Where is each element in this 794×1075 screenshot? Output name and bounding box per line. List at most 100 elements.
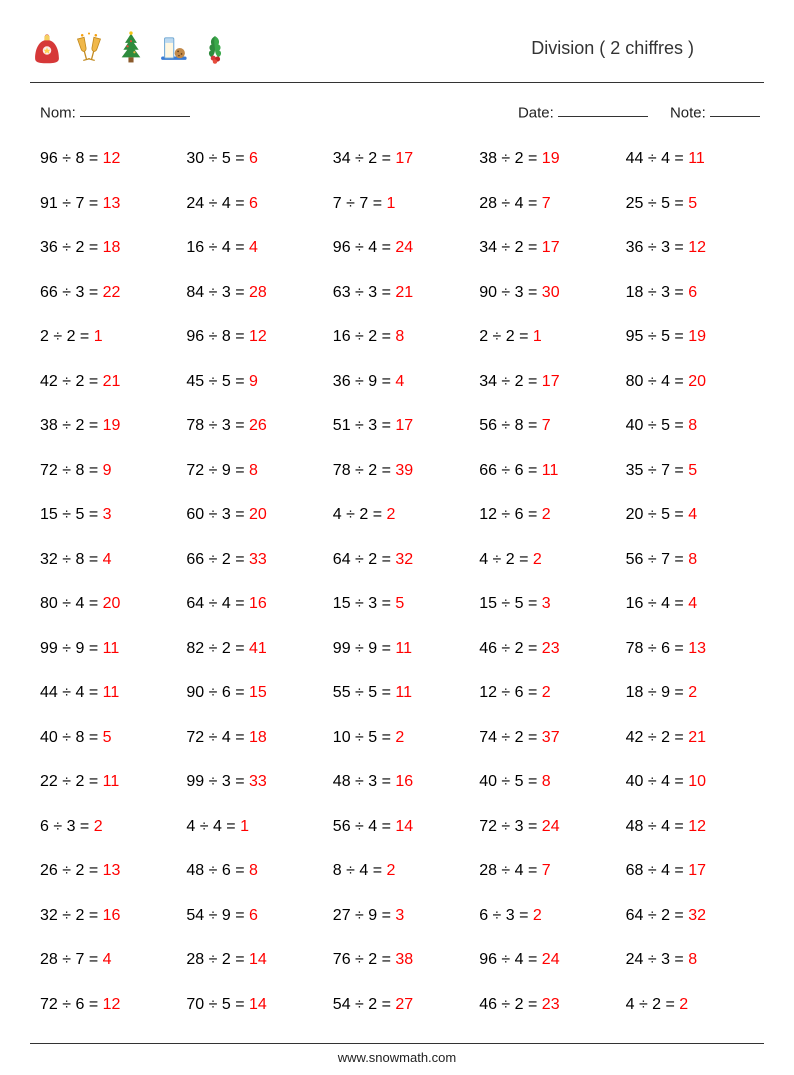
- problem-answer: 6: [249, 150, 258, 167]
- problem-answer: 5: [103, 729, 112, 746]
- footer-site: www.snowmath.com: [30, 1044, 764, 1075]
- division-problem: 54 ÷ 9 = 6: [186, 894, 324, 939]
- problem-answer: 14: [395, 818, 413, 835]
- division-problem: 34 ÷ 2 = 17: [479, 226, 617, 271]
- division-problem: 35 ÷ 7 = 5: [626, 449, 764, 494]
- problem-answer: 2: [387, 506, 396, 523]
- problem-answer: 3: [542, 595, 551, 612]
- division-problem: 72 ÷ 9 = 8: [186, 449, 324, 494]
- division-problem: 45 ÷ 5 = 9: [186, 360, 324, 405]
- division-problem: 80 ÷ 4 = 20: [40, 582, 178, 627]
- christmas-tree-icon: [114, 31, 148, 65]
- problem-answer: 11: [395, 684, 412, 701]
- problem-answer: 6: [249, 907, 258, 924]
- division-problem: 55 ÷ 5 = 11: [333, 671, 471, 716]
- problem-answer: 20: [688, 373, 706, 390]
- division-problem: 99 ÷ 9 = 11: [333, 627, 471, 672]
- problem-answer: 17: [395, 150, 413, 167]
- division-problem: 72 ÷ 3 = 24: [479, 805, 617, 850]
- problem-answer: 4: [688, 506, 697, 523]
- problem-answer: 8: [688, 551, 697, 568]
- division-problem: 30 ÷ 5 = 6: [186, 137, 324, 182]
- problem-answer: 13: [103, 862, 121, 879]
- division-problem: 36 ÷ 3 = 12: [626, 226, 764, 271]
- problem-answer: 28: [249, 284, 267, 301]
- division-problem: 84 ÷ 3 = 28: [186, 271, 324, 316]
- problem-answer: 41: [249, 640, 267, 657]
- problem-answer: 2: [679, 996, 688, 1013]
- problem-answer: 11: [688, 150, 705, 167]
- problem-answer: 12: [688, 239, 706, 256]
- division-problem: 72 ÷ 4 = 18: [186, 716, 324, 761]
- division-problem: 56 ÷ 8 = 7: [479, 404, 617, 449]
- problem-answer: 4: [103, 551, 112, 568]
- division-problem: 42 ÷ 2 = 21: [626, 716, 764, 761]
- problem-answer: 16: [395, 773, 413, 790]
- division-problem: 95 ÷ 5 = 19: [626, 315, 764, 360]
- problem-answer: 5: [688, 462, 697, 479]
- problem-answer: 20: [249, 506, 267, 523]
- division-problem: 22 ÷ 2 = 11: [40, 760, 178, 805]
- problem-answer: 11: [542, 462, 559, 479]
- problem-answer: 12: [103, 150, 121, 167]
- division-problem: 16 ÷ 4 = 4: [626, 582, 764, 627]
- division-problem: 60 ÷ 3 = 20: [186, 493, 324, 538]
- problem-answer: 21: [103, 373, 121, 390]
- problem-answer: 21: [395, 284, 413, 301]
- division-problem: 4 ÷ 2 = 2: [333, 493, 471, 538]
- problem-answer: 8: [688, 951, 697, 968]
- division-problem: 96 ÷ 8 = 12: [40, 137, 178, 182]
- division-problem: 4 ÷ 2 = 2: [479, 538, 617, 583]
- division-problem: 15 ÷ 5 = 3: [40, 493, 178, 538]
- division-problem: 66 ÷ 2 = 33: [186, 538, 324, 583]
- division-problem: 64 ÷ 2 = 32: [333, 538, 471, 583]
- date-field: Date:: [518, 103, 648, 121]
- division-problem: 78 ÷ 6 = 13: [626, 627, 764, 672]
- division-problem: 90 ÷ 3 = 30: [479, 271, 617, 316]
- worksheet-title: Division ( 2 chiffres ): [531, 38, 764, 59]
- division-problem: 36 ÷ 2 = 18: [40, 226, 178, 271]
- division-problem: 40 ÷ 5 = 8: [479, 760, 617, 805]
- problem-answer: 16: [249, 595, 267, 612]
- division-problem: 56 ÷ 7 = 8: [626, 538, 764, 583]
- division-problem: 46 ÷ 2 = 23: [479, 983, 617, 1028]
- note-label: Note:: [670, 104, 706, 121]
- problem-answer: 12: [688, 818, 706, 835]
- problem-answer: 24: [542, 951, 560, 968]
- division-problem: 63 ÷ 3 = 21: [333, 271, 471, 316]
- problem-answer: 27: [395, 996, 413, 1013]
- division-problem: 16 ÷ 4 = 4: [186, 226, 324, 271]
- problem-answer: 12: [249, 328, 267, 345]
- division-problem: 44 ÷ 4 = 11: [626, 137, 764, 182]
- division-problem: 72 ÷ 6 = 12: [40, 983, 178, 1028]
- division-problem: 38 ÷ 2 = 19: [479, 137, 617, 182]
- problem-answer: 8: [542, 773, 551, 790]
- name-blank: [80, 103, 190, 117]
- problem-answer: 17: [542, 239, 560, 256]
- problem-answer: 9: [103, 462, 112, 479]
- problem-answer: 2: [542, 684, 551, 701]
- name-field: Nom:: [40, 103, 190, 121]
- problem-answer: 24: [542, 818, 560, 835]
- division-problem: 42 ÷ 2 = 21: [40, 360, 178, 405]
- problem-answer: 4: [249, 239, 258, 256]
- problem-answer: 18: [103, 239, 121, 256]
- problem-answer: 19: [542, 150, 560, 167]
- division-problem: 46 ÷ 2 = 23: [479, 627, 617, 672]
- problem-answer: 2: [533, 551, 542, 568]
- division-problem: 56 ÷ 4 = 14: [333, 805, 471, 850]
- info-line: Nom: Date: Note:: [30, 83, 764, 135]
- problem-answer: 8: [249, 462, 258, 479]
- problem-answer: 5: [688, 195, 697, 212]
- division-problem: 96 ÷ 8 = 12: [186, 315, 324, 360]
- problem-answer: 12: [103, 996, 121, 1013]
- problem-answer: 7: [542, 417, 551, 434]
- problem-answer: 19: [103, 417, 121, 434]
- header-bar: Division ( 2 chiffres ): [30, 18, 764, 78]
- division-problem: 66 ÷ 3 = 22: [40, 271, 178, 316]
- division-problem: 76 ÷ 2 = 38: [333, 938, 471, 983]
- note-field: Note:: [670, 103, 760, 121]
- problem-answer: 11: [103, 684, 120, 701]
- problem-answer: 17: [688, 862, 706, 879]
- problem-answer: 17: [395, 417, 413, 434]
